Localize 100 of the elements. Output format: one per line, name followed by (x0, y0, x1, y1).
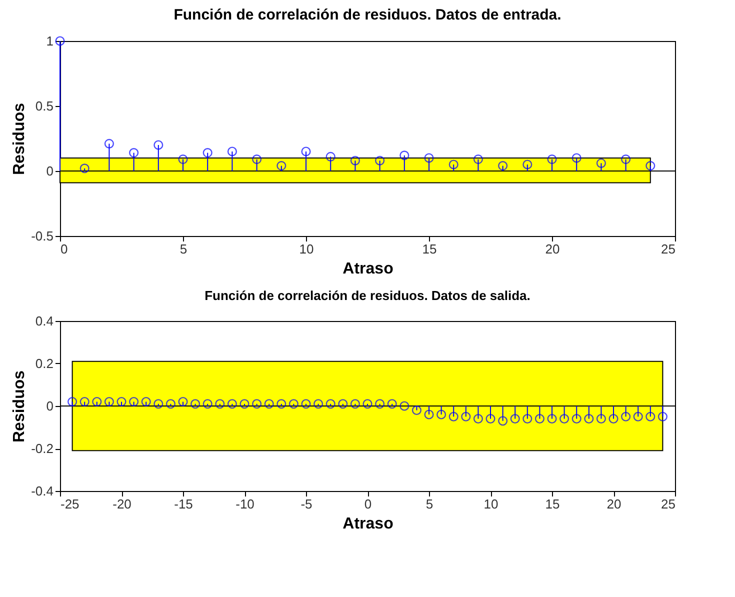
chart-title: Función de correlación de residuos. Datos de salida. (204, 288, 530, 303)
x-tick-label: -15 (174, 496, 193, 512)
point (301, 399, 311, 409)
point (547, 154, 557, 164)
point (154, 140, 164, 150)
point (129, 396, 139, 407)
y-tick-label: -0.5 (31, 228, 54, 244)
point (584, 414, 594, 424)
point (178, 154, 188, 164)
x-axis-title: Atraso (342, 260, 394, 278)
point (338, 399, 348, 409)
point (92, 396, 102, 407)
point (326, 399, 336, 409)
point (522, 414, 532, 424)
x-tick-label: 25 (661, 242, 676, 256)
point (264, 399, 274, 409)
point (400, 401, 410, 411)
point (190, 399, 200, 409)
point (510, 414, 520, 424)
x-tick-label: 20 (545, 242, 560, 256)
point (621, 412, 631, 422)
y-axis-title: Residuos (11, 102, 28, 176)
y-tick-label: 0 (46, 164, 54, 178)
x-tick-label: 15 (422, 242, 437, 256)
point (314, 399, 324, 409)
point (252, 154, 262, 164)
point (596, 158, 606, 168)
point (301, 146, 311, 156)
point (276, 161, 286, 171)
point (240, 399, 250, 409)
point (522, 160, 532, 170)
point (202, 148, 212, 158)
x-tick-label: 10 (299, 242, 314, 256)
point (461, 412, 471, 422)
point (486, 414, 496, 424)
point (375, 156, 385, 166)
point (288, 399, 298, 409)
point (572, 414, 582, 424)
point (534, 414, 544, 424)
x-tick-label: 0 (60, 242, 68, 256)
chart-title: Función de correlación de residuos. Datos de entrada. (174, 6, 562, 24)
point (646, 161, 656, 171)
point (276, 399, 286, 409)
point (412, 405, 422, 416)
x-tick-label: 20 (606, 496, 622, 512)
point (215, 399, 225, 409)
point (154, 399, 164, 409)
point (596, 414, 606, 424)
point (375, 399, 385, 409)
y-tick-label: 0.5 (35, 98, 54, 114)
point (400, 150, 410, 160)
x-tick-label: 10 (484, 496, 498, 512)
point (424, 410, 434, 420)
point (448, 412, 458, 422)
y-tick-label: 0 (46, 398, 54, 414)
point (498, 161, 508, 171)
y-axis-title: Residuos (11, 370, 28, 443)
point (621, 154, 631, 164)
point (202, 399, 212, 409)
x-tick-label: 0 (364, 496, 372, 512)
point (116, 396, 126, 407)
point (633, 412, 643, 422)
point (129, 148, 139, 158)
point (68, 396, 78, 407)
point (572, 153, 582, 163)
point (448, 160, 458, 170)
point (350, 156, 360, 166)
point (387, 399, 397, 409)
x-tick-label: -20 (112, 496, 132, 512)
x-tick-label: 5 (426, 496, 434, 512)
point (608, 414, 618, 424)
x-tick-label: -5 (300, 496, 312, 512)
point (498, 416, 508, 426)
x-tick-label: 5 (180, 242, 188, 256)
y-tick-label: 0.2 (35, 356, 54, 371)
point (362, 399, 372, 409)
point (80, 396, 90, 407)
point (473, 414, 483, 424)
point (326, 152, 336, 162)
x-tick-label: 15 (545, 496, 560, 512)
point (560, 414, 570, 424)
x-tick-label: -10 (236, 496, 254, 512)
x-tick-label: -25 (60, 496, 80, 512)
point (646, 412, 656, 422)
point (141, 396, 151, 407)
point (55, 36, 65, 46)
point (227, 146, 237, 156)
x-axis-title: Atraso (342, 516, 394, 532)
point (227, 399, 237, 409)
point (436, 410, 446, 420)
point (252, 399, 262, 409)
point (350, 399, 360, 409)
point (104, 396, 114, 407)
x-tick-label: 25 (661, 496, 676, 512)
point (547, 414, 557, 424)
point (178, 396, 188, 407)
y-tick-label: 0.4 (35, 314, 54, 328)
point (166, 399, 176, 409)
y-tick-label: -0.4 (31, 484, 54, 498)
y-tick-label: 1 (46, 34, 54, 48)
